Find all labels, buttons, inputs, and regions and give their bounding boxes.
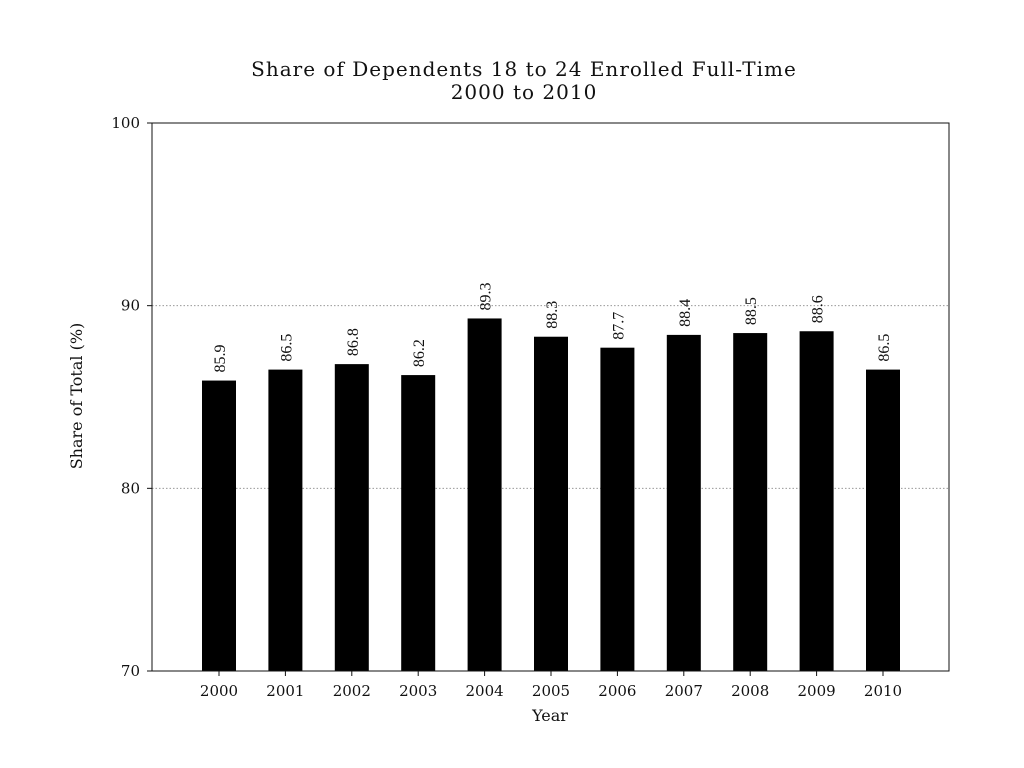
bar-2002 xyxy=(334,364,369,671)
bar-2004 xyxy=(467,318,502,671)
value-label-2000: 85.9 xyxy=(212,345,229,373)
x-tick-label-2008: 2008 xyxy=(731,682,769,700)
bar-2000 xyxy=(202,380,236,671)
y-axis-ticks: 70 80 90 100 xyxy=(111,114,152,680)
value-label-2002: 86.8 xyxy=(345,328,362,356)
value-label-2001: 86.5 xyxy=(278,334,295,362)
x-tick-label-2000: 2000 xyxy=(200,682,238,700)
x-tick-label-2005: 2005 xyxy=(532,682,570,700)
x-tick-label-2010: 2010 xyxy=(864,682,902,700)
bars xyxy=(202,318,900,671)
chart-subtitle: 2000 to 2010 xyxy=(451,80,598,104)
value-label-2005: 88.3 xyxy=(544,301,561,329)
value-label-2009: 88.6 xyxy=(810,295,827,323)
x-tick-label-2007: 2007 xyxy=(665,682,703,700)
y-tick-label-70: 70 xyxy=(121,662,140,680)
bar-2010 xyxy=(866,369,900,671)
x-tick-label-2003: 2003 xyxy=(399,682,437,700)
y-tick-label-100: 100 xyxy=(111,114,140,132)
bar-2005 xyxy=(534,336,568,671)
x-tick-label-2009: 2009 xyxy=(798,682,836,700)
bar-2006 xyxy=(600,347,635,671)
value-labels: 85.9 86.5 86.8 86.2 89.3 88.3 87.7 88.4 88.5 88.6… xyxy=(212,282,893,372)
value-label-2010: 86.5 xyxy=(876,334,893,362)
x-tick-label-2006: 2006 xyxy=(598,682,636,700)
x-tick-label-2002: 2002 xyxy=(333,682,371,700)
bar-2007 xyxy=(666,334,701,671)
value-label-2007: 88.4 xyxy=(677,299,694,327)
y-axis-title: Share of Total (%) xyxy=(67,323,86,470)
chart-title: Share of Dependents 18 to 24 Enrolled Fu… xyxy=(251,57,797,81)
x-tick-label-2004: 2004 xyxy=(466,682,504,700)
y-tick-label-80: 80 xyxy=(121,479,140,497)
bar-2003 xyxy=(401,375,436,671)
bar-2009 xyxy=(799,331,834,671)
value-label-2003: 86.2 xyxy=(411,339,428,367)
x-axis-ticks: 2000 2001 2002 2003 2004 2005 2006 2007 2008 2009… xyxy=(200,671,902,700)
value-label-2008: 88.5 xyxy=(743,297,760,325)
x-axis-title: Year xyxy=(531,706,568,725)
x-tick-label-2001: 2001 xyxy=(266,682,304,700)
bar-2008 xyxy=(733,333,768,671)
value-label-2006: 87.7 xyxy=(610,312,627,340)
y-tick-label-90: 90 xyxy=(121,297,140,315)
bar-2001 xyxy=(268,369,303,671)
value-label-2004: 89.3 xyxy=(478,282,495,310)
